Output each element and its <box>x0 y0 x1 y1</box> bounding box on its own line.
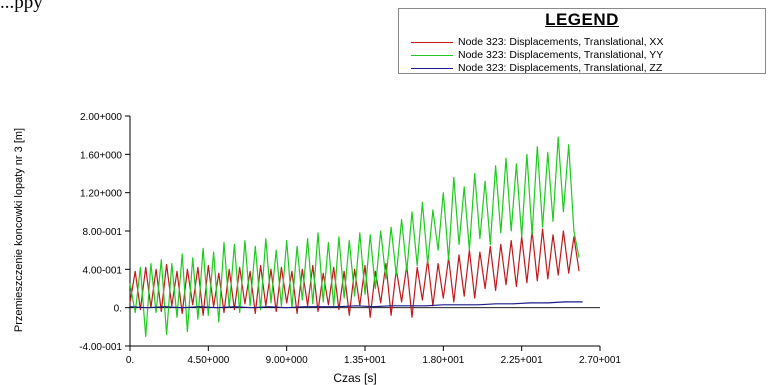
legend-title: LEGEND <box>545 10 619 29</box>
legend-label-xx: Node 323: Displacements, Translational, … <box>458 36 664 48</box>
y-axis-label: Przemieszczenie koncowki lopaty nr 3 [m] <box>13 128 25 332</box>
series-line-xx <box>129 228 580 318</box>
x-tick-label: 9.00+000 <box>266 355 308 366</box>
header-fragment: ...ppy <box>0 0 43 13</box>
legend: LEGEND Node 323: Displacements, Translat… <box>398 8 766 74</box>
legend-swatch-xx <box>411 41 453 43</box>
series-line-yy <box>129 136 580 337</box>
y-tick-label: 1.20+000 <box>80 189 122 200</box>
x-tick-label: 4.50+000 <box>187 355 229 366</box>
legend-swatch-yy <box>411 54 453 56</box>
x-axis-label: Czas [s] <box>333 371 376 385</box>
y-tick-label: 8.00-001 <box>83 227 123 238</box>
x-tick-label: 1.80+001 <box>422 355 464 366</box>
y-tick-label: -4.00-001 <box>79 342 122 353</box>
legend-label-zz: Node 323: Displacements, Translational, … <box>458 62 663 74</box>
series-line-zz <box>129 301 583 309</box>
legend-item-zz: Node 323: Displacements, Translational, … <box>411 61 662 75</box>
legend-swatch-zz <box>411 67 453 69</box>
axis-labels: Czas [s] Przemieszczenie koncowki lopaty … <box>13 128 377 385</box>
x-tick-label: 2.70+001 <box>579 355 621 366</box>
y-tick-label: 1.60+000 <box>80 150 122 161</box>
x-tick-label: 1.35+001 <box>344 355 386 366</box>
series-layer <box>129 136 583 337</box>
legend-label-yy: Node 323: Displacements, Translational, … <box>458 49 664 61</box>
legend-item-yy: Node 323: Displacements, Translational, … <box>411 48 663 62</box>
y-tick-label: 2.00+000 <box>80 112 122 123</box>
y-tick-label: 0. <box>114 304 122 315</box>
y-tick-label: 4.00-001 <box>83 265 123 276</box>
x-tick-label: 0. <box>126 355 134 366</box>
x-tick-label: 2.25+001 <box>501 355 543 366</box>
legend-item-xx: Node 323: Displacements, Translational, … <box>411 35 663 49</box>
axes: 2.00+000 1.60+000 1.20+000 8.00-001 4.00-001… <box>79 112 621 366</box>
